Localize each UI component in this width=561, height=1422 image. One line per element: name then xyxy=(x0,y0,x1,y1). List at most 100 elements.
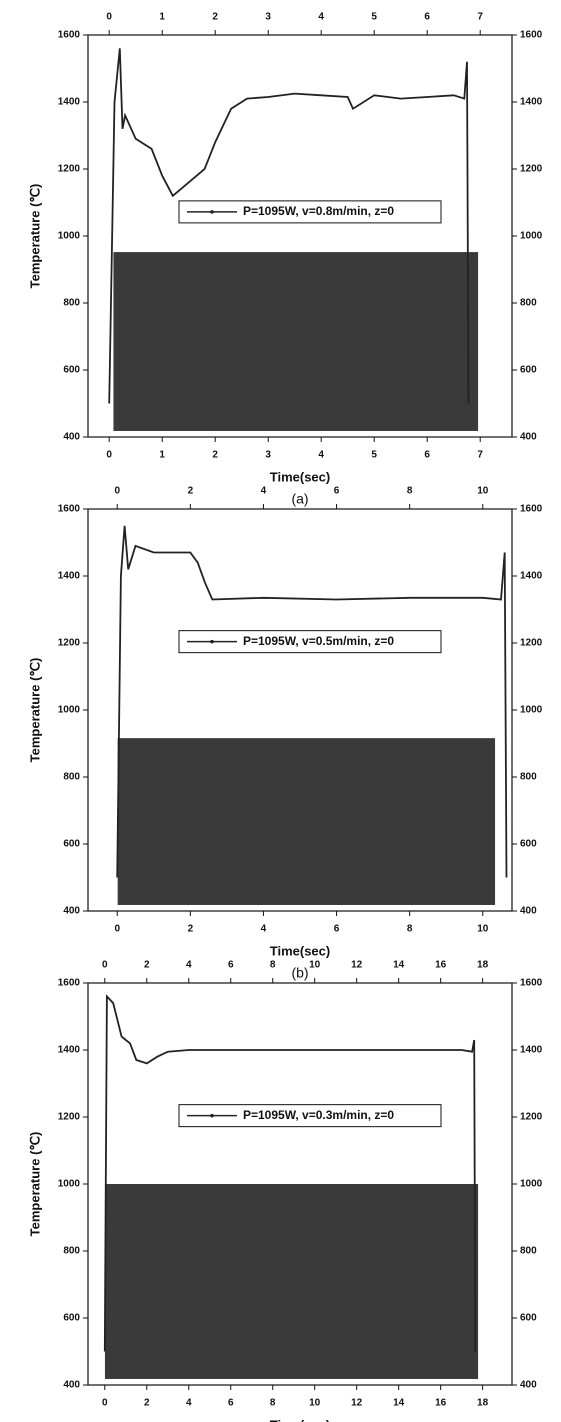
x-tick-label: 2 xyxy=(212,450,218,461)
x2-tick-label: 6 xyxy=(424,12,430,23)
y-tick-label: 600 xyxy=(63,839,80,850)
y2-tick-label: 1400 xyxy=(520,571,543,582)
x-axis-label: Time(sec) xyxy=(270,1417,330,1422)
x-tick-label: 8 xyxy=(407,924,413,935)
x2-tick-label: 6 xyxy=(228,960,234,971)
x-tick-label: 4 xyxy=(318,450,324,461)
y2-tick-label: 1600 xyxy=(520,978,543,989)
x2-tick-label: 10 xyxy=(477,486,489,497)
y-tick-label: 1600 xyxy=(58,978,81,989)
x-tick-label: 14 xyxy=(393,1398,405,1409)
x-tick-label: 3 xyxy=(265,450,271,461)
inset-image xyxy=(117,738,496,905)
y2-tick-label: 400 xyxy=(520,432,537,443)
x-tick-label: 1 xyxy=(159,450,165,461)
legend-box xyxy=(178,630,442,654)
y2-tick-label: 1000 xyxy=(520,1179,543,1190)
x-axis-label: Time(sec) xyxy=(270,469,330,484)
y2-tick-label: 1200 xyxy=(520,1112,543,1123)
x-tick-label: 8 xyxy=(270,1398,276,1409)
y-axis-label: Temperature (℃) xyxy=(27,184,42,289)
y2-tick-label: 1000 xyxy=(520,231,543,242)
x-tick-label: 12 xyxy=(351,1398,363,1409)
x-tick-label: 0 xyxy=(106,450,112,461)
x-tick-label: 0 xyxy=(114,924,120,935)
x2-tick-label: 5 xyxy=(371,12,377,23)
y-tick-label: 1000 xyxy=(58,231,81,242)
x2-tick-label: 4 xyxy=(186,960,192,971)
y-tick-label: 1600 xyxy=(58,30,81,41)
y-tick-label: 600 xyxy=(63,1313,80,1324)
y2-tick-label: 1400 xyxy=(520,97,543,108)
x2-tick-label: 16 xyxy=(435,960,447,971)
y2-tick-label: 1600 xyxy=(520,30,543,41)
x2-tick-label: 0 xyxy=(102,960,108,971)
legend-box xyxy=(178,1104,442,1128)
x2-tick-label: 4 xyxy=(318,12,324,23)
legend-marker xyxy=(210,1113,214,1118)
x2-tick-label: 8 xyxy=(270,960,276,971)
caption: (b) xyxy=(291,965,308,981)
y-tick-label: 1200 xyxy=(58,164,81,175)
x-tick-label: 2 xyxy=(144,1398,150,1409)
y-tick-label: 1400 xyxy=(58,97,81,108)
x-tick-label: 7 xyxy=(477,450,483,461)
legend-label: P=1095W, v=0.5m/min, z=0 xyxy=(243,634,394,648)
x-tick-label: 2 xyxy=(188,924,194,935)
y-tick-label: 400 xyxy=(63,906,80,917)
y-tick-label: 1000 xyxy=(58,1179,81,1190)
x2-tick-label: 8 xyxy=(407,486,413,497)
legend-marker xyxy=(210,210,214,214)
x-tick-label: 10 xyxy=(309,1398,321,1409)
x2-tick-label: 10 xyxy=(309,960,321,971)
y-tick-label: 800 xyxy=(63,772,80,783)
data-line xyxy=(108,48,470,404)
y2-tick-label: 1400 xyxy=(520,1045,543,1056)
y-tick-label: 800 xyxy=(63,298,80,309)
x-tick-label: 6 xyxy=(424,450,430,461)
y2-tick-label: 600 xyxy=(520,365,537,376)
y-tick-label: 400 xyxy=(63,432,80,443)
y-tick-label: 1400 xyxy=(58,571,81,582)
x2-tick-label: 2 xyxy=(212,12,218,23)
inset-image xyxy=(104,1184,479,1379)
y2-tick-label: 800 xyxy=(520,1246,537,1257)
x2-tick-label: 2 xyxy=(144,960,150,971)
x2-tick-label: 0 xyxy=(106,12,112,23)
x-tick-label: 4 xyxy=(186,1398,192,1409)
y-tick-label: 600 xyxy=(63,365,80,376)
caption: (a) xyxy=(291,491,308,507)
y-tick-label: 400 xyxy=(63,1380,80,1391)
x-tick-label: 6 xyxy=(334,924,340,935)
y2-tick-label: 800 xyxy=(520,298,537,309)
legend-box xyxy=(178,200,442,224)
y2-tick-label: 1600 xyxy=(520,504,543,515)
x-tick-label: 4 xyxy=(261,924,267,935)
y-tick-label: 1200 xyxy=(58,1112,81,1123)
x-tick-label: 6 xyxy=(228,1398,234,1409)
data-line xyxy=(116,525,508,878)
y-axis-label: Temperature (℃) xyxy=(27,658,42,763)
x-tick-label: 16 xyxy=(435,1398,447,1409)
y-tick-label: 1200 xyxy=(58,638,81,649)
x-tick-label: 5 xyxy=(371,450,377,461)
y-tick-label: 1600 xyxy=(58,504,81,515)
y-tick-label: 800 xyxy=(63,1246,80,1257)
y2-tick-label: 800 xyxy=(520,772,537,783)
x2-tick-label: 18 xyxy=(477,960,489,971)
x2-tick-label: 2 xyxy=(188,486,194,497)
x2-tick-label: 7 xyxy=(477,12,483,23)
y2-tick-label: 1000 xyxy=(520,705,543,716)
data-line xyxy=(103,994,477,1352)
y2-tick-label: 600 xyxy=(520,1313,537,1324)
x2-tick-label: 1 xyxy=(159,12,165,23)
x-tick-label: 10 xyxy=(477,924,489,935)
y-tick-label: 1000 xyxy=(58,705,81,716)
y-tick-label: 1400 xyxy=(58,1045,81,1056)
inset-image xyxy=(113,252,479,431)
